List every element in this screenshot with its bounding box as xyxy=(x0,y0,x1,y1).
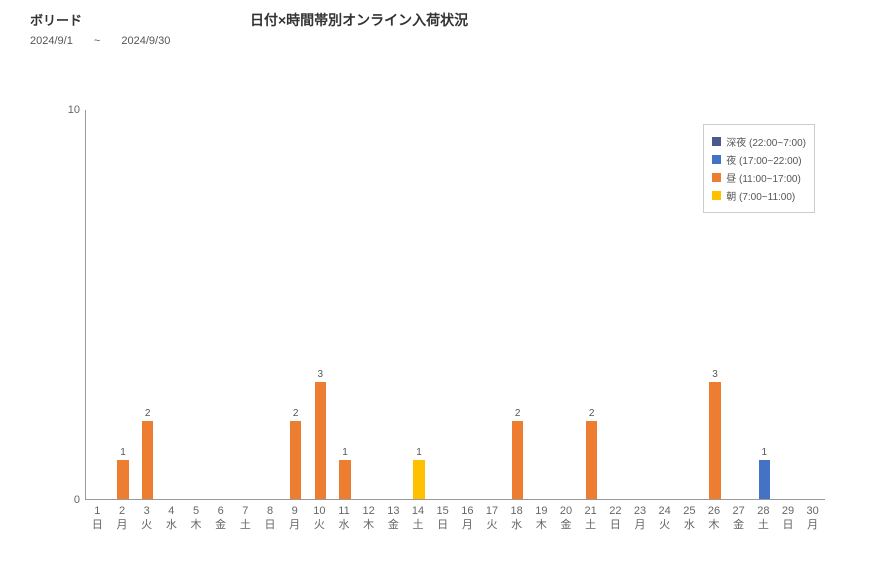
x-tick: 10火 xyxy=(313,504,325,533)
bar: 3 xyxy=(709,382,720,499)
legend-label: 夜 (17:00~22:00) xyxy=(726,152,801,167)
x-tick: 20金 xyxy=(560,504,572,533)
bar-value-label: 2 xyxy=(293,408,299,419)
x-tick: 9月 xyxy=(289,504,300,533)
x-tick: 15日 xyxy=(437,504,449,533)
bar: 1 xyxy=(413,460,424,499)
report-header: ボリード 日付×時間帯別オンライン入荷状況 2024/9/1 ~ 2024/9/… xyxy=(30,10,847,47)
legend-swatch xyxy=(712,137,721,146)
x-tick: 8日 xyxy=(265,504,276,533)
legend: 深夜 (22:00~7:00) 夜 (17:00~22:00) 昼 (11:00~1… xyxy=(703,124,815,213)
date-separator: ~ xyxy=(94,35,100,47)
x-tick: 27金 xyxy=(733,504,745,533)
legend-label: 深夜 (22:00~7:00) xyxy=(726,134,806,149)
bar: 2 xyxy=(290,421,301,499)
x-tick: 28土 xyxy=(757,504,769,533)
bar: 2 xyxy=(142,421,153,499)
legend-label: 朝 (7:00~11:00) xyxy=(726,188,795,203)
x-tick: 18水 xyxy=(511,504,523,533)
legend-label: 昼 (11:00~17:00) xyxy=(726,170,801,185)
bar-value-label: 1 xyxy=(762,447,768,458)
bar-value-label: 2 xyxy=(145,408,151,419)
x-tick: 25水 xyxy=(683,504,695,533)
date-to: 2024/9/30 xyxy=(121,35,170,47)
bar-value-label: 1 xyxy=(416,447,422,458)
x-tick: 21土 xyxy=(585,504,597,533)
x-tick: 1日 xyxy=(92,504,103,533)
x-tick: 7土 xyxy=(240,504,251,533)
y-tick: 0 xyxy=(74,494,80,506)
x-tick: 13金 xyxy=(387,504,399,533)
x-tick: 5木 xyxy=(191,504,202,533)
x-tick: 3火 xyxy=(141,504,152,533)
x-tick: 17火 xyxy=(486,504,498,533)
x-tick: 6金 xyxy=(215,504,226,533)
bar: 2 xyxy=(512,421,523,499)
x-tick: 26木 xyxy=(708,504,720,533)
x-tick: 19木 xyxy=(535,504,547,533)
bar: 2 xyxy=(586,421,597,499)
x-axis: 1日 2月 3火 4水 5木 6金 7土 8日 9月 10火 11水 12木 13金 14土 15日 16月 1… xyxy=(85,504,825,544)
legend-swatch xyxy=(712,191,721,200)
plot-area: 1223112231 深夜 (22:00~7:00)夜 (17:00~22:00… xyxy=(85,110,825,500)
bar-value-label: 3 xyxy=(318,369,324,380)
x-tick: 11水 xyxy=(338,504,349,533)
x-tick: 24火 xyxy=(659,504,671,533)
y-tick: 10 xyxy=(68,104,80,116)
bar-value-label: 3 xyxy=(712,369,718,380)
x-tick: 30月 xyxy=(807,504,819,533)
legend-item: 夜 (17:00~22:00) xyxy=(712,152,806,167)
legend-swatch xyxy=(712,173,721,182)
bar-value-label: 1 xyxy=(120,447,126,458)
x-tick: 4水 xyxy=(166,504,177,533)
x-tick: 12木 xyxy=(363,504,375,533)
bar-value-label: 2 xyxy=(589,408,595,419)
legend-item: 昼 (11:00~17:00) xyxy=(712,170,806,185)
x-tick: 14土 xyxy=(412,504,424,533)
legend-item: 深夜 (22:00~7:00) xyxy=(712,134,806,149)
bar-value-label: 2 xyxy=(515,408,521,419)
bar: 1 xyxy=(117,460,128,499)
bar-value-label: 1 xyxy=(342,447,348,458)
bar: 3 xyxy=(315,382,326,499)
x-tick: 23月 xyxy=(634,504,646,533)
date-from: 2024/9/1 xyxy=(30,35,73,47)
report-title: 日付×時間帯別オンライン入荷状況 xyxy=(250,10,468,30)
x-tick: 22日 xyxy=(609,504,621,533)
chart: 1223112231 深夜 (22:00~7:00)夜 (17:00~22:00… xyxy=(60,100,840,520)
legend-swatch xyxy=(712,155,721,164)
date-range: 2024/9/1 ~ 2024/9/30 xyxy=(30,35,847,47)
bar: 1 xyxy=(759,460,770,499)
legend-item: 朝 (7:00~11:00) xyxy=(712,188,806,203)
x-tick: 16月 xyxy=(461,504,473,533)
bar: 1 xyxy=(339,460,350,499)
x-tick: 2月 xyxy=(117,504,128,533)
x-tick: 29日 xyxy=(782,504,794,533)
